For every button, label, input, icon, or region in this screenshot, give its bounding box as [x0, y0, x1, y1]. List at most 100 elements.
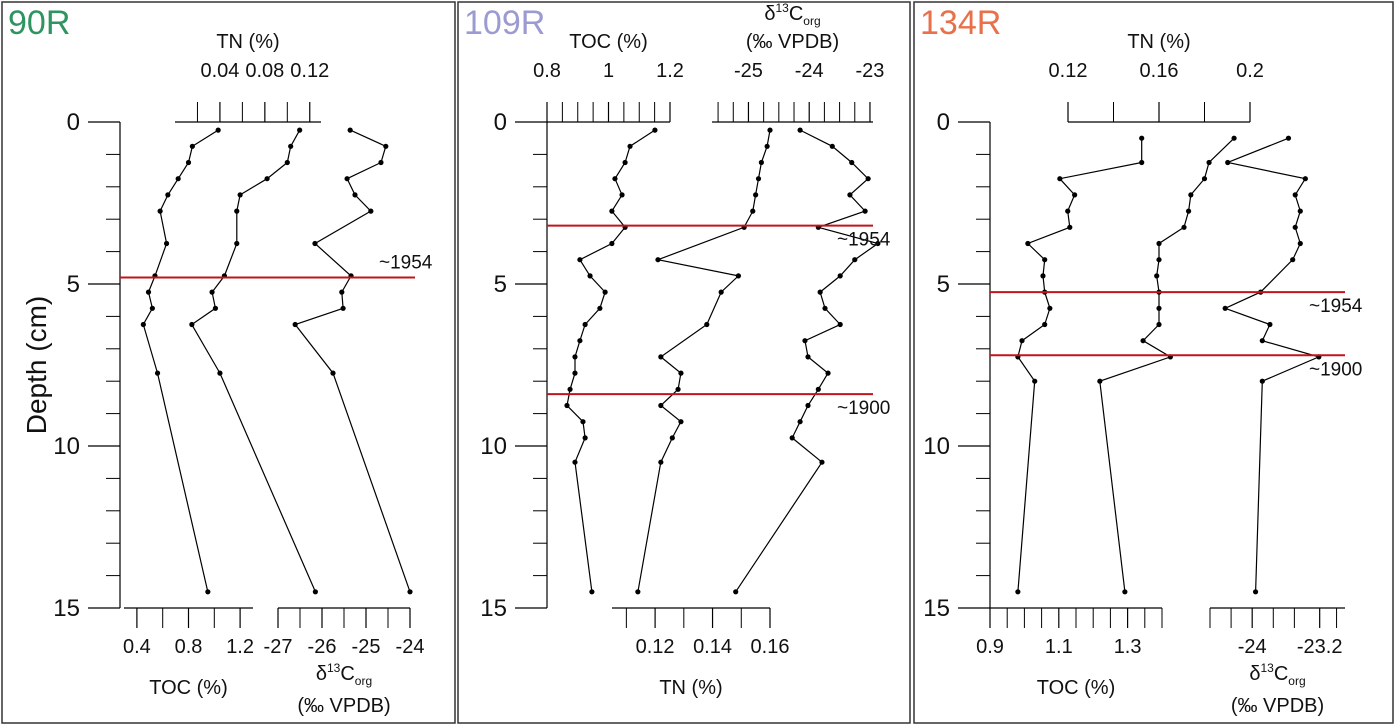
y-tick-label: 5: [937, 271, 950, 298]
profile-line: [1099, 137, 1235, 592]
axis-label-part: 13: [1260, 661, 1274, 675]
panel: 109R 0 5 10 15 0.8 1 1.2 TOC (%) -25 -24 -23 δ13Corg…: [457, 1, 911, 724]
data-point: [1097, 378, 1103, 384]
data-point: [217, 370, 223, 376]
data-point: [189, 321, 195, 328]
data-point: [675, 386, 681, 392]
event-label: ~1900: [1309, 359, 1362, 380]
data-point: [1042, 257, 1048, 263]
data-point: [733, 589, 739, 595]
data-point: [805, 354, 811, 360]
axis-label-part: δ: [764, 3, 775, 25]
data-point: [1156, 305, 1162, 311]
data-point: [145, 289, 152, 295]
axis-label: TN (%): [1127, 31, 1190, 53]
y-tick-label: 10: [923, 433, 950, 460]
event-label: ~1954: [837, 230, 891, 251]
data-point: [819, 459, 825, 465]
data-point: [822, 305, 828, 311]
panel-frame: [913, 1, 1394, 724]
data-point: [797, 419, 803, 425]
data-point: [347, 127, 353, 133]
data-point: [1019, 338, 1025, 344]
axis-label-part: 13: [327, 661, 341, 675]
axis-label: TN (%): [659, 677, 722, 699]
x-tick-label: 0.14: [693, 636, 732, 658]
data-point: [619, 192, 625, 198]
data-point: [577, 338, 583, 344]
axis-label-part: C: [789, 3, 803, 25]
axis-label: TOC (%): [1037, 677, 1116, 699]
data-point: [627, 143, 633, 149]
data-point: [1252, 589, 1259, 595]
data-point: [165, 192, 171, 198]
data-point: [237, 192, 243, 198]
data-point: [612, 176, 618, 182]
y-tick-label: 15: [53, 595, 80, 622]
y-tick-label: 0: [67, 109, 80, 136]
x-tick-label: -25: [734, 60, 763, 82]
data-point: [589, 589, 595, 595]
data-point: [852, 257, 858, 263]
x-tick-label: -25: [352, 636, 381, 658]
data-point: [234, 208, 240, 214]
data-point: [1181, 224, 1187, 230]
data-point: [767, 127, 773, 133]
data-point: [312, 240, 318, 247]
data-point: [758, 159, 764, 166]
axis-label: (‰ VPDB): [746, 31, 839, 53]
axis-label-part: C: [340, 663, 354, 685]
axis-label: δ13Corg: [316, 661, 372, 688]
data-point: [582, 321, 588, 328]
y-tick-label: 15: [480, 595, 507, 622]
data-point: [1067, 224, 1073, 230]
data-point: [215, 127, 221, 133]
data-point: [669, 435, 675, 441]
data-point: [580, 419, 586, 425]
data-point: [582, 435, 588, 441]
data-point: [1188, 192, 1194, 198]
data-point: [1259, 378, 1265, 384]
axis-label: δ13Corg: [764, 1, 820, 28]
x-tick-label: 0.2: [1236, 60, 1264, 82]
data-point: [1231, 135, 1237, 141]
x-tick-label: -24: [795, 60, 824, 82]
data-point: [658, 354, 664, 360]
data-point: [1032, 378, 1038, 384]
y-axis-label: Depth (cm): [21, 296, 52, 434]
data-point: [264, 176, 270, 182]
x-tick-label: -23.2: [1297, 636, 1343, 658]
data-point: [205, 589, 211, 595]
x-tick-label: -24: [1238, 636, 1267, 658]
data-point: [1156, 240, 1162, 247]
x-tick-label: 0.4: [123, 636, 151, 658]
data-point: [655, 257, 661, 263]
profile-line: [566, 129, 656, 592]
data-point: [572, 459, 578, 465]
data-point: [1297, 208, 1303, 214]
data-point: [609, 240, 615, 247]
data-point: [678, 370, 684, 376]
data-point: [297, 127, 303, 133]
data-point: [622, 159, 628, 166]
data-point: [1156, 257, 1162, 263]
data-point: [1040, 273, 1046, 279]
panel-frame: [1, 1, 456, 724]
data-point: [288, 143, 294, 149]
profile-line: [1223, 137, 1321, 592]
data-point: [865, 176, 871, 182]
data-point: [1139, 159, 1145, 166]
x-tick-label: -27: [264, 636, 293, 658]
data-point: [1302, 176, 1308, 182]
event-label: ~1954: [379, 253, 433, 274]
axis-label: TN (%): [216, 31, 279, 53]
data-point: [1122, 589, 1128, 595]
axis-label-part: C: [1274, 663, 1288, 685]
x-tick-label: 0.9: [976, 636, 1004, 658]
data-point: [407, 589, 413, 595]
data-point: [815, 386, 821, 392]
data-point: [1225, 159, 1231, 166]
data-point: [383, 143, 389, 149]
data-point: [212, 305, 219, 311]
data-point: [789, 435, 795, 441]
